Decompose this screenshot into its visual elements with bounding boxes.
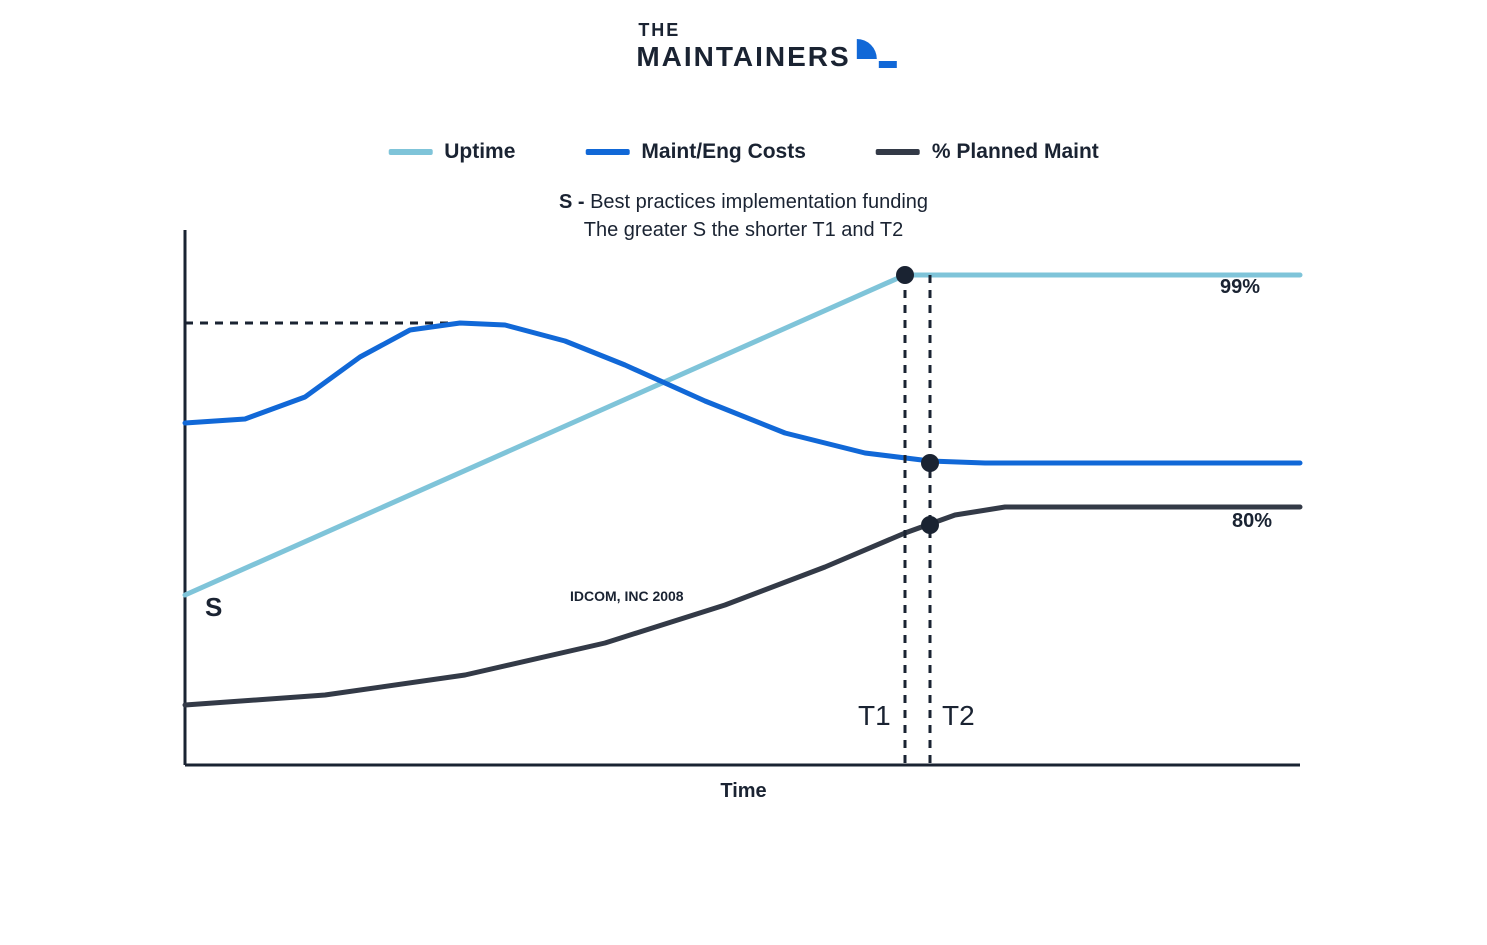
t1-label: T1 <box>858 700 891 732</box>
legend-swatch-maint-cost <box>585 149 629 155</box>
ninety-nine-label: 99% <box>1220 276 1260 299</box>
x-axis-label: Time <box>720 780 766 803</box>
legend-swatch-uptime <box>388 149 432 155</box>
legend: Uptime Maint/Eng Costs % Planned Maint <box>388 140 1099 164</box>
legend-label-maint-cost: Maint/Eng Costs <box>641 140 806 164</box>
legend-item-uptime: Uptime <box>388 140 515 164</box>
s-label: S <box>205 592 222 623</box>
subtitle-line2: The greater S the shorter T1 and T2 <box>394 216 1094 244</box>
logo-line1: THE <box>638 20 850 41</box>
subtitle: S - Best practices implementation fundin… <box>394 188 1094 244</box>
logo: THE MAINTAINERS <box>636 20 850 73</box>
eighty-label: 80% <box>1232 510 1272 533</box>
legend-swatch-planned-maint <box>876 149 920 155</box>
legend-item-maint-cost: Maint/Eng Costs <box>585 140 806 164</box>
legend-label-uptime: Uptime <box>444 140 515 164</box>
legend-label-planned-maint: % Planned Maint <box>932 140 1099 164</box>
subtitle-line1: S - Best practices implementation fundin… <box>394 188 1094 216</box>
legend-item-planned-maint: % Planned Maint <box>876 140 1099 164</box>
logo-icon <box>855 37 899 81</box>
t2-label: T2 <box>942 700 975 732</box>
chart-svg <box>185 245 1300 765</box>
logo-line2: MAINTAINERS <box>636 41 850 73</box>
idcon-label: IDCOM, INC 2008 <box>570 588 684 604</box>
chart <box>185 245 1300 765</box>
